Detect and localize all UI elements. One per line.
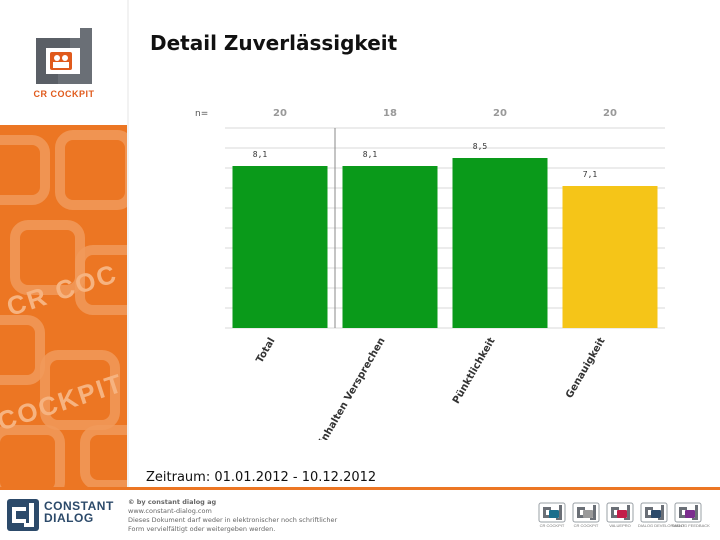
- footer-website: www.constant-dialog.com: [128, 507, 212, 515]
- value-label-2: 8,5: [473, 142, 488, 151]
- product-caption-4: DIALOG FEEDBACK: [672, 523, 710, 528]
- decor-shape: [75, 245, 127, 315]
- category-label-3: Genauigkeit: [564, 336, 608, 401]
- n-label: n=: [195, 109, 208, 119]
- value-label-0: 8,1: [253, 150, 268, 159]
- category-label-1: Einhalten Versprechen: [314, 336, 387, 440]
- product-caption-0: CR COCKPIT: [539, 523, 565, 528]
- product-caption-2: VALUEPRO: [609, 523, 631, 528]
- n-value-1: 18: [383, 108, 397, 119]
- period-label: Zeitraum: 01.01.2012 - 10.12.2012: [146, 470, 377, 485]
- footer-rule: [0, 487, 720, 490]
- footer-brand: CONSTANT DIALOG: [44, 500, 114, 524]
- product-caption-3: DIALOG DEVELOPMENT: [638, 523, 685, 528]
- valuepro-icon: VALUEPRO: [606, 502, 634, 528]
- dialog-feedback-icon: DIALOG FEEDBACK: [672, 502, 710, 528]
- footer-brand-line1: CONSTANT: [44, 499, 114, 513]
- footer-notice-line2: Form vervielfältigt oder weitergeben wer…: [128, 525, 276, 533]
- category-label-0: Total: [254, 336, 277, 365]
- footer-copyright: © by constant dialog ag: [128, 498, 217, 506]
- footer-brand-line2: DIALOG: [44, 511, 94, 525]
- cr-cockpit-icon: CR COCKPIT: [538, 502, 566, 528]
- decor-shape: [0, 425, 65, 487]
- decor-shape: [0, 315, 45, 385]
- bar-3: [562, 186, 658, 328]
- n-values: 20 18 20 20: [273, 108, 617, 119]
- bar-0: [232, 166, 328, 328]
- product-caption-1: CR COCKPIT: [573, 523, 599, 528]
- category-label-2: Pünktlichkeit: [451, 336, 498, 406]
- value-label-1: 8,1: [363, 150, 378, 159]
- bar-1: [342, 166, 438, 328]
- n-value-0: 20: [273, 108, 287, 119]
- decor-shape: [40, 350, 120, 430]
- n-value-3: 20: [603, 108, 617, 119]
- sidebar-decoration: CR COC COCKPIT: [0, 125, 127, 487]
- chart-value-labels: 8,1 8,1 8,5 7,1: [253, 142, 598, 179]
- constant-dialog-logo-icon: [7, 499, 39, 531]
- bar-chart: n= 20 18 20 20 8,1 8,1 8,5 7,1 Total Einhalten …: [195, 108, 665, 440]
- product-icon-row: CR COCKPIT CR COCKPIT VALUEPRO DIALOG DEVEL…: [538, 502, 710, 528]
- decor-shape: [55, 130, 127, 210]
- footer: CONSTANT DIALOG © by constant dialog ag …: [0, 490, 720, 540]
- decor-shape: [80, 425, 127, 487]
- page-title: Detail Zuverlässigkeit: [150, 31, 398, 55]
- decor-shape: [0, 135, 50, 205]
- chart-bars: [232, 158, 658, 328]
- n-value-2: 20: [493, 108, 507, 119]
- logo-caption: CR COCKPIT: [33, 89, 95, 99]
- value-label-3: 7,1: [583, 170, 598, 179]
- dialog-development-icon: DIALOG DEVELOPMENT: [638, 502, 685, 528]
- footer-notice-line1: Dieses Dokument darf weder in elektronis…: [128, 516, 338, 524]
- sidebar-divider: [127, 0, 129, 487]
- cr-cockpit-logo-icon: [36, 28, 92, 84]
- bar-2: [452, 158, 548, 328]
- cr-cockpit-grey-icon: CR COCKPIT: [572, 502, 600, 528]
- chart-category-labels: Total Einhalten Versprechen Pünktlichkeit G…: [254, 336, 607, 440]
